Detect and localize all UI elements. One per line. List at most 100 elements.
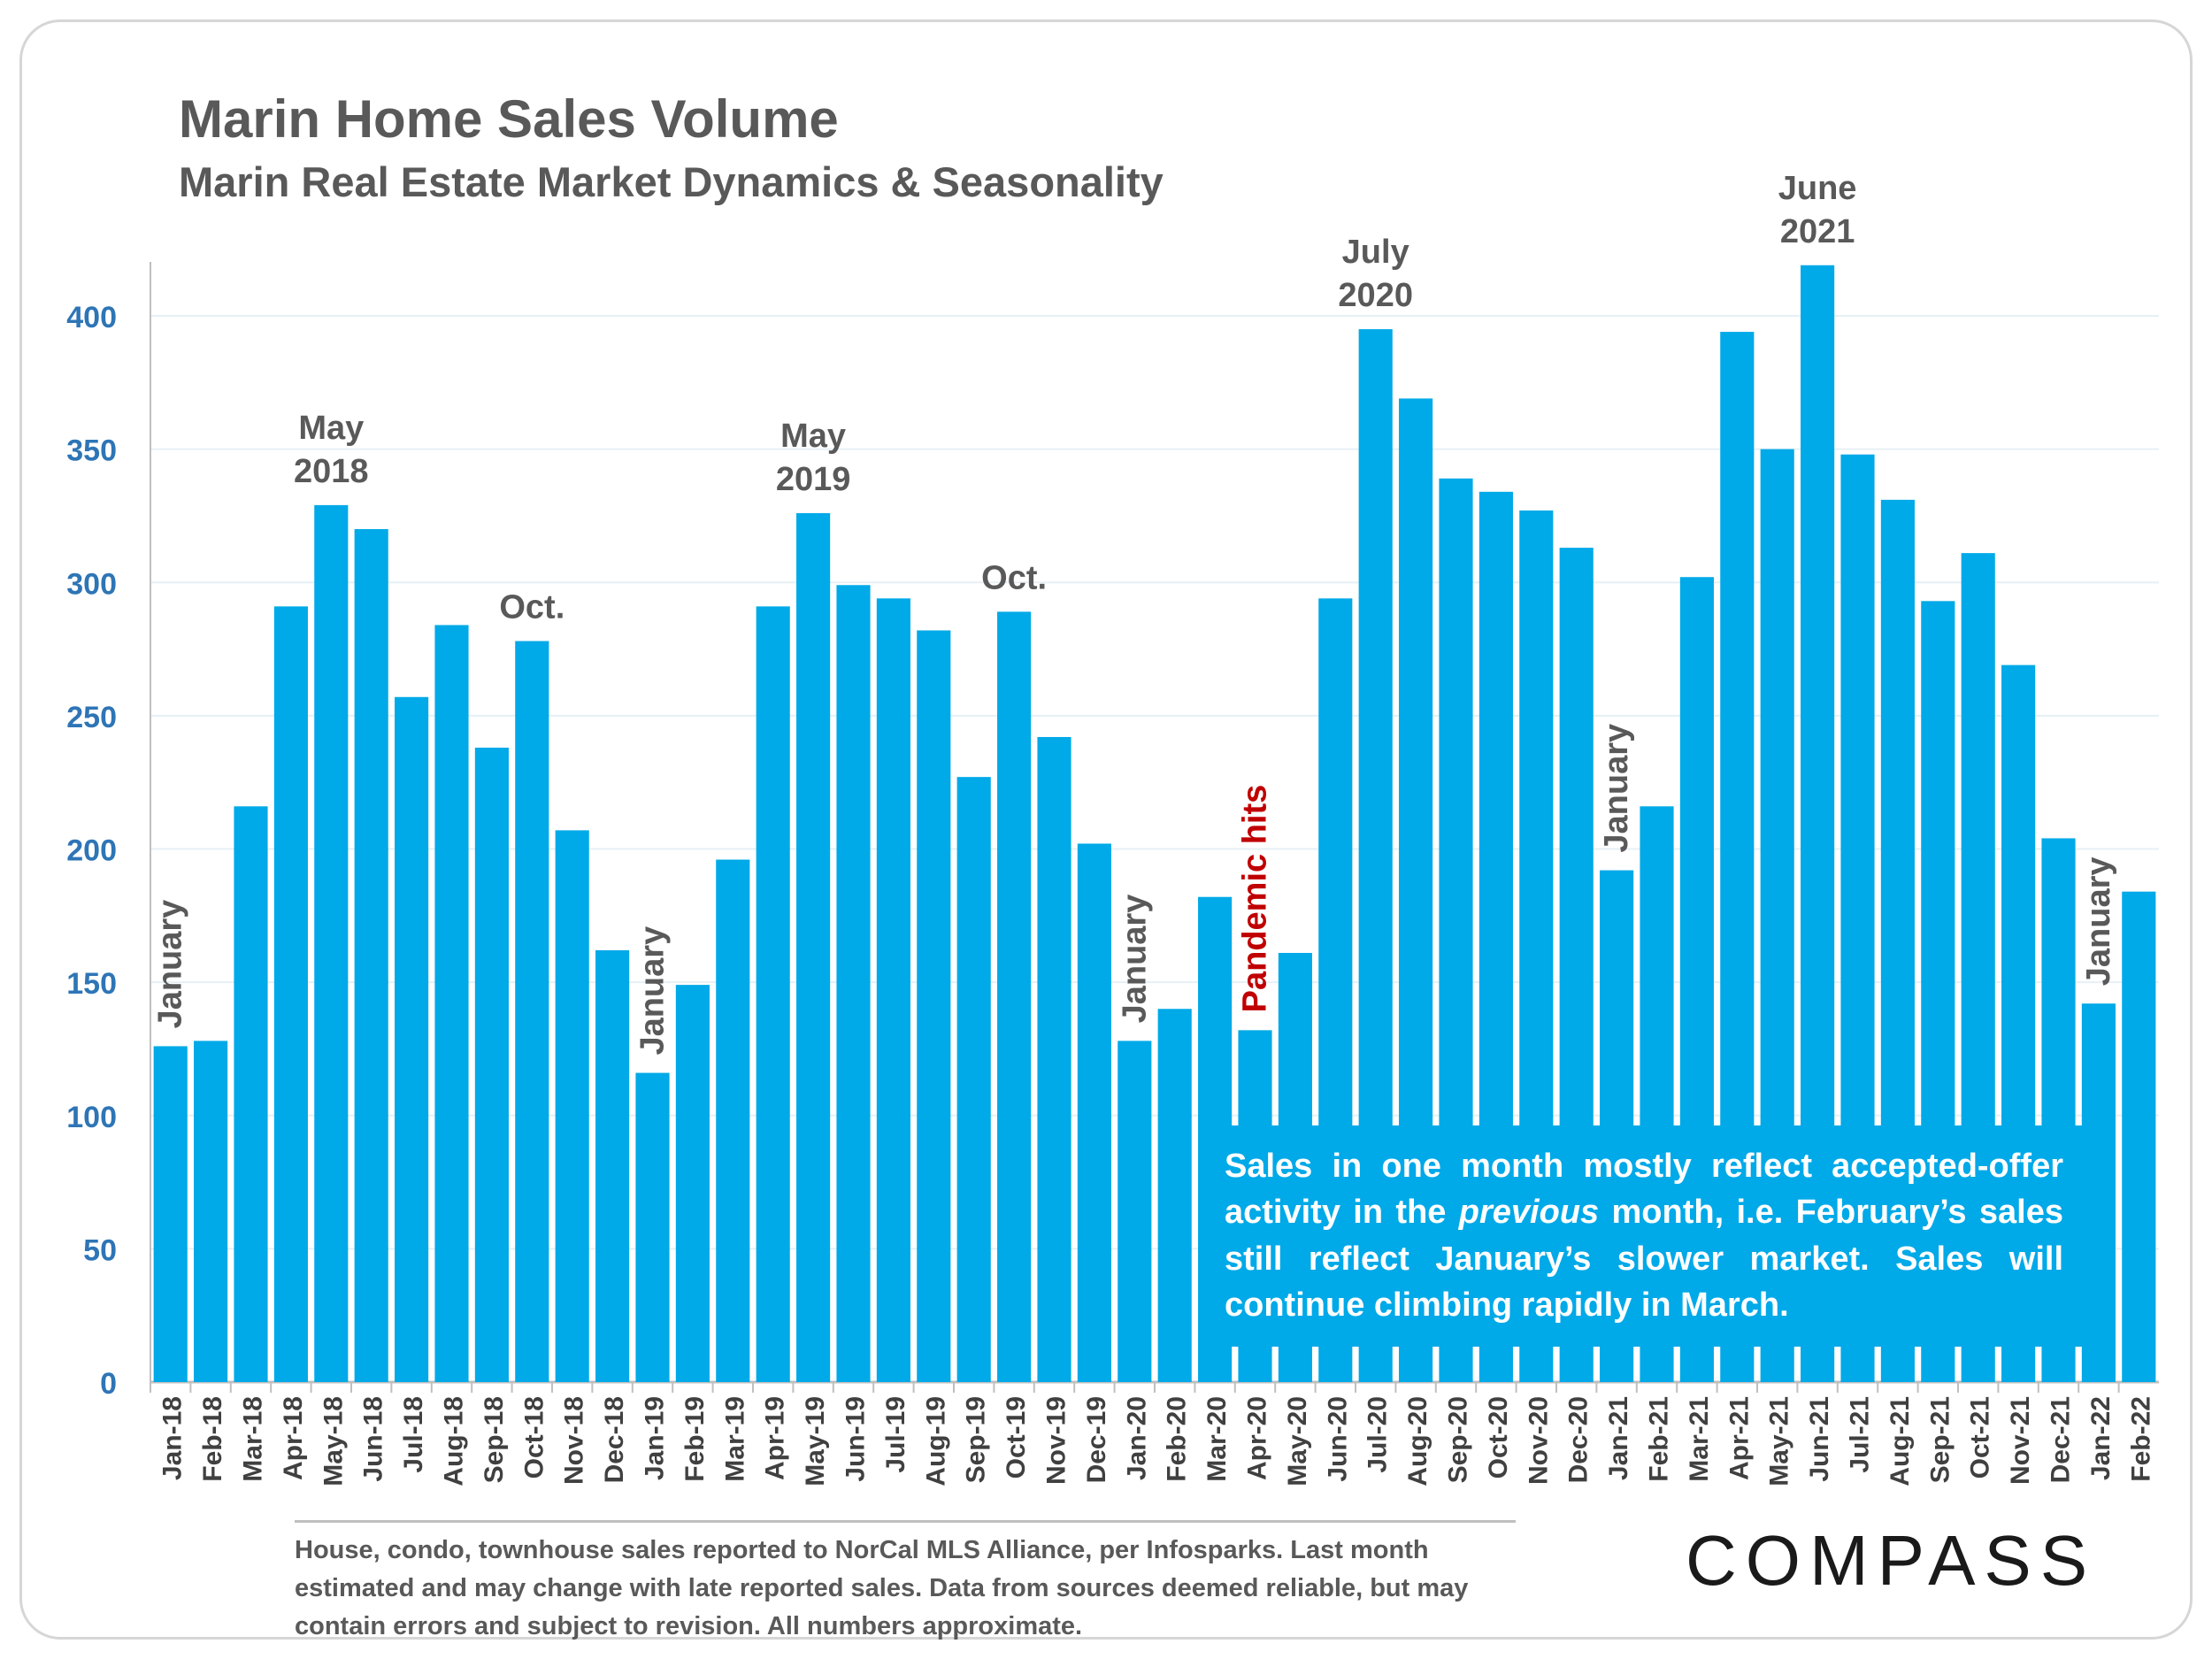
bar [194,1041,228,1382]
x-tick-label: Oct-19 [1002,1396,1031,1479]
peak-annotation: 2018 [294,453,369,490]
y-tick-label: 400 [66,301,117,334]
x-tick-label: Sep-21 [1925,1396,1955,1483]
x-tick-label: Mar-19 [720,1396,749,1482]
y-tick-label: 100 [66,1101,117,1134]
x-tick-label: Apr-18 [279,1396,308,1480]
x-tick-label: Jun-19 [841,1396,871,1482]
bar [2081,1003,2116,1382]
y-tick-label: 350 [66,434,117,468]
peak-annotation: June [1778,170,1857,207]
peak-annotation: May [780,418,846,455]
x-tick-label: Dec-19 [1082,1396,1111,1483]
x-tick-label: Jan-21 [1604,1396,1633,1480]
x-tick-label: Sep-18 [480,1396,509,1483]
bar [153,1046,188,1382]
x-tick-label: Jan-19 [641,1396,670,1480]
x-tick-label: May-18 [319,1396,348,1486]
bar [273,606,308,1382]
january-annotation: January [2080,856,2117,986]
peak-annotation: Oct. [981,559,1047,596]
explanatory-note: Sales in one month mostly reflect accept… [1202,1125,2086,1347]
bar [1077,843,1111,1382]
x-tick-label: Feb-20 [1163,1396,1192,1482]
x-tick-label: Jul-18 [399,1396,428,1473]
x-tick-label: Mar-18 [239,1396,268,1482]
x-tick-label: Jan-20 [1122,1396,1151,1480]
x-tick-label: Sep-20 [1444,1396,1473,1483]
bar [2122,891,2156,1382]
x-tick-label: Nov-19 [1042,1396,1071,1485]
bar [354,529,388,1382]
x-tick-label: Jul-20 [1363,1396,1393,1473]
january-annotation: January [1598,724,1635,853]
peak-annotation: Oct. [499,589,565,626]
bar [997,611,1032,1382]
x-tick-label: Oct-20 [1484,1396,1513,1479]
peak-annotation: 2020 [1338,277,1413,314]
bar [756,606,790,1382]
x-tick-label: Mar-20 [1202,1396,1232,1482]
x-tick-label: Jul-21 [1846,1396,1875,1473]
bar [917,630,951,1382]
bar [555,830,589,1382]
y-tick-label: 250 [66,701,117,734]
x-tick-label: Aug-20 [1403,1396,1432,1486]
bar [1157,1009,1192,1382]
x-tick-label: Feb-21 [1645,1396,1674,1482]
bar [836,585,871,1382]
x-tick-label: Sep-19 [962,1396,991,1483]
x-tick-label: Mar-21 [1685,1396,1714,1482]
x-tick-label: May-20 [1283,1396,1312,1486]
bar [956,777,991,1382]
january-annotation: January [1116,895,1153,1024]
x-tick-label: Aug-19 [921,1396,950,1486]
x-tick-label: May-19 [801,1396,830,1486]
x-tick-label: Oct-18 [519,1396,549,1479]
y-tick-label: 150 [66,967,117,1001]
x-tick-label: Aug-18 [440,1396,469,1486]
x-tick-label: Jun-18 [359,1396,388,1482]
peak-annotation: July [1342,234,1409,271]
january-annotation: January [634,926,672,1056]
bar [234,806,268,1382]
bar [675,985,710,1382]
note-text-after: month, i.e. February’s sales still refle… [1225,1194,2063,1325]
bar [595,949,630,1382]
y-tick-label: 0 [100,1367,117,1401]
x-tick-label: Apr-20 [1243,1396,1272,1480]
x-tick-label: Jan-22 [2086,1396,2116,1480]
x-tick-label: Jul-19 [881,1396,910,1473]
y-tick-label: 200 [66,834,117,868]
x-tick-label: Nov-20 [1524,1396,1553,1485]
x-tick-label: Feb-22 [2126,1396,2155,1482]
x-tick-label: May-21 [1765,1396,1794,1486]
x-tick-label: Apr-21 [1724,1396,1754,1480]
bar [796,512,831,1382]
x-tick-label: Feb-19 [680,1396,710,1482]
pandemic-annotation: Pandemic hits [1237,785,1274,1013]
chart-title: Marin Home Sales Volume [179,89,839,149]
x-tick-label: Jan-18 [158,1396,188,1480]
bar [716,859,750,1382]
peak-annotation: May [298,410,364,447]
x-tick-label: Apr-19 [761,1396,790,1480]
peak-annotation: 2021 [1780,213,1855,250]
bar [1037,736,1071,1382]
x-tick-label: Jun-20 [1323,1396,1352,1482]
bar [395,696,429,1382]
y-tick-label: 300 [66,567,117,601]
bar [876,598,910,1382]
y-tick-label: 50 [83,1233,117,1267]
x-tick-label: Aug-21 [1886,1396,1915,1486]
compass-logo: COMPASS [1686,1521,2097,1600]
january-annotation: January [152,900,189,1029]
bar [1118,1041,1152,1382]
x-tick-label: Nov-21 [2006,1396,2035,1485]
bar [515,641,549,1382]
bar [474,748,509,1382]
bar [314,504,349,1382]
x-tick-label: Dec-20 [1564,1396,1594,1483]
x-tick-label: Dec-21 [2047,1396,2076,1483]
